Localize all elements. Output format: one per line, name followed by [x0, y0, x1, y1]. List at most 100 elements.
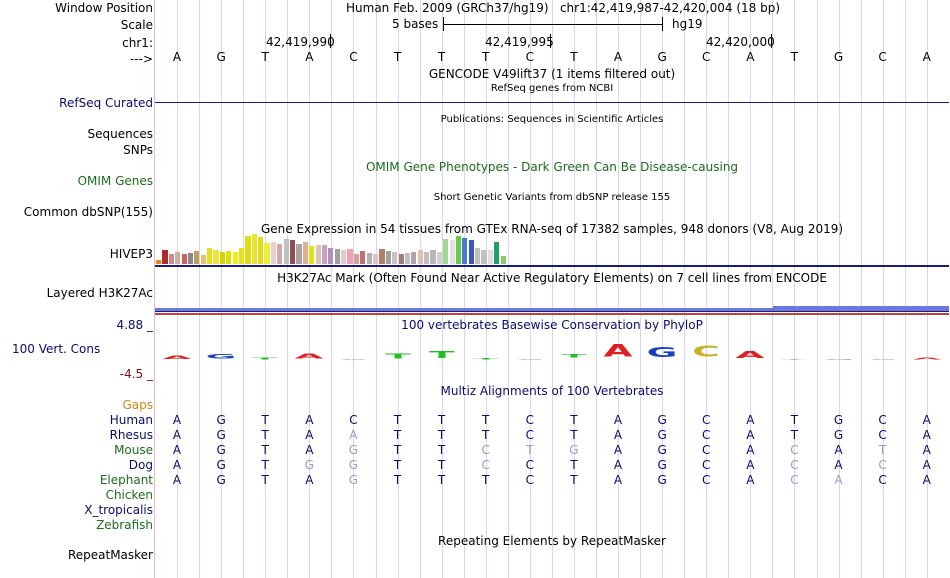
- gtex-bar[interactable]: [500, 256, 506, 264]
- gtex-bar[interactable]: [455, 236, 462, 264]
- gtex-bar[interactable]: [341, 250, 347, 264]
- gtex-bar[interactable]: [334, 249, 340, 264]
- gtex-bar[interactable]: [487, 250, 494, 264]
- gtex-bar[interactable]: [264, 243, 270, 264]
- phylop-track-title[interactable]: 100 vertebrates Basewise Conservation by…: [401, 318, 703, 332]
- phylop-base[interactable]: A: [735, 349, 765, 361]
- gtex-bar[interactable]: [187, 253, 194, 264]
- omim-track-title[interactable]: OMIM Gene Phenotypes - Dark Green Can Be…: [365, 160, 739, 174]
- h3k27ac-signal-red[interactable]: [155, 313, 949, 315]
- gtex-bar[interactable]: [424, 252, 430, 264]
- refseq-curated-label[interactable]: RefSeq Curated: [59, 96, 153, 110]
- gtex-bar[interactable]: [475, 248, 481, 264]
- species-label[interactable]: Chicken: [105, 488, 153, 502]
- species-label[interactable]: X_tropicalis: [84, 503, 153, 517]
- gtex-bar[interactable]: [353, 254, 359, 264]
- gtex-bar[interactable]: [309, 246, 315, 264]
- phylop-base[interactable]: C: [692, 343, 720, 361]
- h3k27ac-track-title[interactable]: H3K27Ac Mark (Often Found Near Active Re…: [277, 271, 827, 285]
- sequences-label[interactable]: Sequences: [87, 127, 153, 141]
- vert-cons-label[interactable]: 100 Vert. Cons: [12, 342, 101, 356]
- gtex-bar[interactable]: [449, 240, 455, 264]
- gtex-gene-line[interactable]: [155, 265, 949, 267]
- gencode-track-title[interactable]: GENCODE V49lift37 (1 items filtered out): [428, 67, 676, 81]
- gtex-bar[interactable]: [219, 252, 225, 264]
- phylop-base[interactable]: T: [384, 352, 411, 361]
- phylop-base[interactable]: A: [603, 342, 633, 361]
- gtex-bar[interactable]: [315, 245, 321, 264]
- phylop-base[interactable]: A: [162, 355, 192, 361]
- snps-label[interactable]: SNPs: [123, 143, 153, 157]
- gtex-bar[interactable]: [200, 255, 206, 264]
- multiz-track-title[interactable]: Multiz Alignments of 100 Vertebrates: [440, 384, 664, 398]
- gtex-bar[interactable]: [398, 254, 404, 264]
- dbsnp-track-title[interactable]: Short Genetic Variants from dbSNP releas…: [433, 192, 671, 203]
- gtex-bar[interactable]: [258, 237, 264, 264]
- phylop-base[interactable]: T: [472, 358, 499, 361]
- gtex-bar[interactable]: [436, 252, 442, 264]
- gtex-bar[interactable]: [411, 252, 417, 264]
- phylop-base[interactable]: G: [823, 358, 854, 361]
- phylop-base[interactable]: T: [781, 358, 808, 361]
- h3k27ac-signal-peak[interactable]: [773, 306, 949, 308]
- gtex-bar[interactable]: [417, 250, 423, 264]
- gtex-bar[interactable]: [379, 249, 385, 264]
- phylop-base[interactable]: A: [912, 357, 942, 361]
- phylop-base[interactable]: G: [646, 345, 678, 361]
- gtex-bar[interactable]: [462, 238, 468, 264]
- gtex-bar[interactable]: [443, 239, 449, 264]
- gtex-bar[interactable]: [494, 242, 500, 264]
- gtex-bar[interactable]: [468, 240, 474, 264]
- phylop-base[interactable]: C: [516, 358, 544, 361]
- species-label[interactable]: Elephant: [99, 473, 153, 487]
- gtex-bar[interactable]: [360, 251, 366, 264]
- gtex-bar[interactable]: [270, 242, 277, 264]
- gtex-bar[interactable]: [372, 254, 379, 264]
- phylop-base[interactable]: T: [561, 353, 587, 359]
- gtex-bar[interactable]: [385, 251, 391, 264]
- gtex-bar[interactable]: [213, 250, 219, 264]
- species-label[interactable]: Zebrafish: [96, 518, 153, 532]
- species-label[interactable]: Rhesus: [109, 428, 153, 442]
- publications-track-title[interactable]: Publications: Sequences in Scientific Ar…: [440, 114, 664, 125]
- phylop-base[interactable]: A: [294, 351, 324, 361]
- gtex-bar[interactable]: [245, 236, 251, 264]
- h3k27ac-signal-dark[interactable]: [155, 311, 949, 312]
- phylop-base[interactable]: T: [252, 357, 278, 361]
- phylop-base[interactable]: G: [205, 353, 237, 361]
- gtex-bar[interactable]: [321, 245, 328, 264]
- gtex-bar[interactable]: [194, 251, 200, 264]
- gtex-bar[interactable]: [207, 248, 213, 264]
- repeatmasker-track-title[interactable]: Repeating Elements by RepeatMasker: [438, 534, 666, 548]
- gtex-bar[interactable]: [392, 252, 398, 264]
- gtex-bar[interactable]: [366, 253, 372, 264]
- gtex-gene-label[interactable]: HIVEP3: [109, 247, 153, 261]
- gtex-bar[interactable]: [226, 251, 232, 264]
- h3k27ac-signal-band[interactable]: [155, 308, 949, 311]
- species-label[interactable]: Human: [109, 413, 153, 427]
- gtex-bar[interactable]: [277, 244, 283, 264]
- gtex-bar[interactable]: [251, 234, 257, 264]
- gtex-bar[interactable]: [238, 248, 245, 264]
- gtex-bar[interactable]: [296, 244, 302, 264]
- species-label[interactable]: Mouse: [114, 443, 153, 457]
- species-label[interactable]: Dog: [128, 458, 153, 472]
- gtex-bar[interactable]: [347, 249, 353, 264]
- gtex-bar[interactable]: [175, 252, 181, 264]
- phylop-base[interactable]: C: [339, 358, 368, 361]
- gtex-bar[interactable]: [328, 248, 334, 264]
- repeatmasker-label[interactable]: RepeatMasker: [67, 548, 153, 562]
- gtex-bar[interactable]: [283, 239, 289, 264]
- gtex-bar[interactable]: [181, 254, 187, 264]
- gtex-track-title[interactable]: Gene Expression in 54 tissues from GTEx …: [260, 222, 844, 236]
- gtex-bar[interactable]: [156, 260, 162, 264]
- gtex-bar[interactable]: [290, 240, 296, 264]
- common-dbsnp-label[interactable]: Common dbSNP(155): [23, 205, 153, 219]
- gtex-bar[interactable]: [430, 250, 436, 264]
- omim-genes-label[interactable]: OMIM Genes: [77, 174, 153, 188]
- refseq-gene-line[interactable]: [155, 102, 949, 103]
- gtex-bar[interactable]: [168, 254, 174, 264]
- phylop-base[interactable]: T: [428, 349, 455, 361]
- phylop-base[interactable]: C: [868, 358, 897, 361]
